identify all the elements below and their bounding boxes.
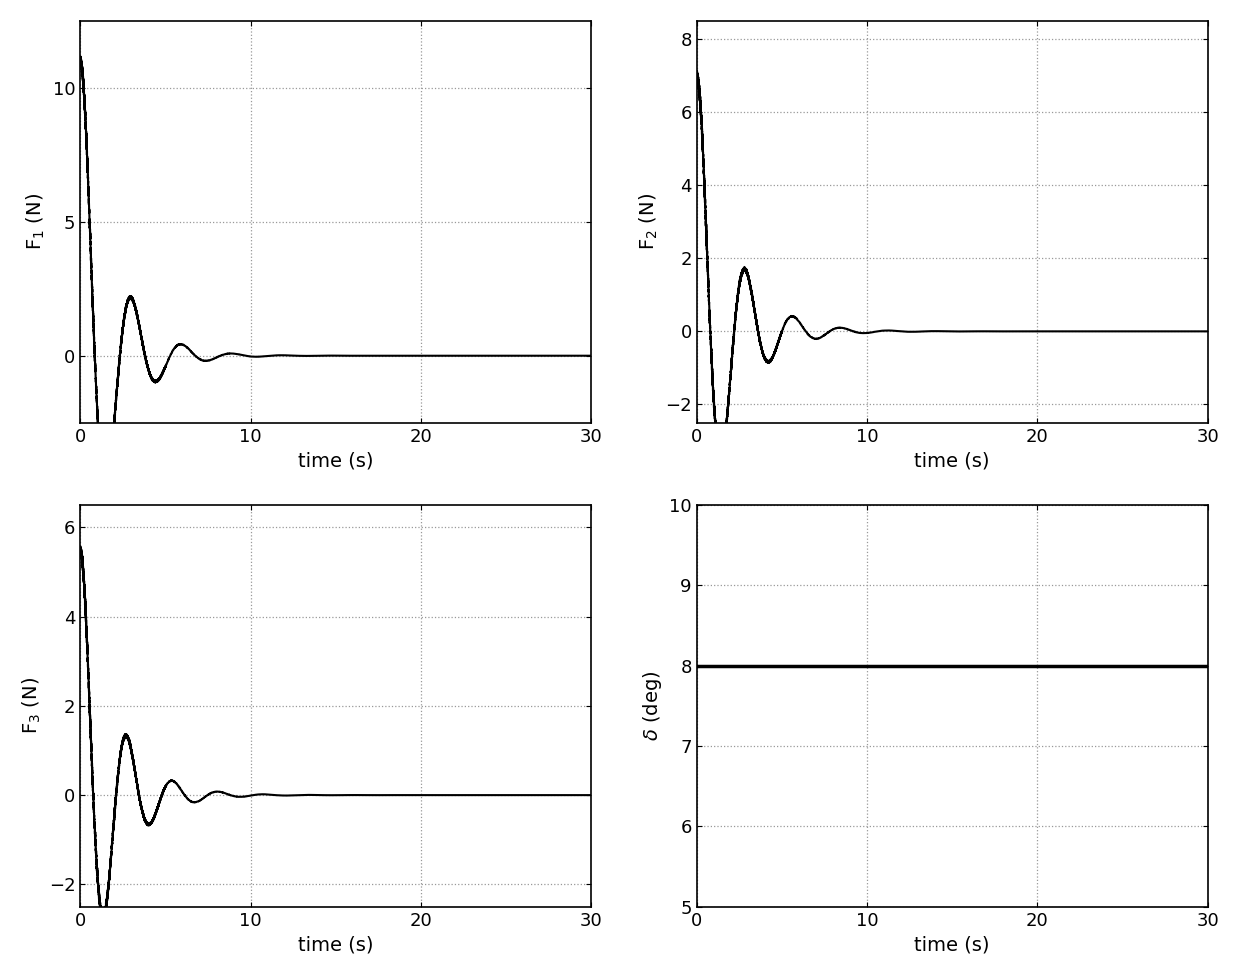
X-axis label: time (s): time (s): [298, 451, 373, 470]
X-axis label: time (s): time (s): [914, 451, 990, 470]
Y-axis label: F$_1$ (N): F$_1$ (N): [25, 193, 47, 251]
Y-axis label: F$_3$ (N): F$_3$ (N): [21, 678, 43, 734]
Y-axis label: $\delta$ (deg): $\delta$ (deg): [641, 671, 663, 741]
Y-axis label: F$_2$ (N): F$_2$ (N): [637, 193, 660, 251]
X-axis label: time (s): time (s): [298, 935, 373, 955]
X-axis label: time (s): time (s): [914, 935, 990, 955]
